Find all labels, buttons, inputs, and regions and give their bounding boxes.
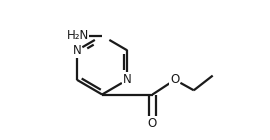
Text: H₂N: H₂N — [66, 29, 89, 42]
Text: N: N — [123, 73, 132, 86]
Text: O: O — [148, 117, 157, 130]
Text: N: N — [73, 44, 81, 57]
Text: O: O — [170, 73, 180, 86]
